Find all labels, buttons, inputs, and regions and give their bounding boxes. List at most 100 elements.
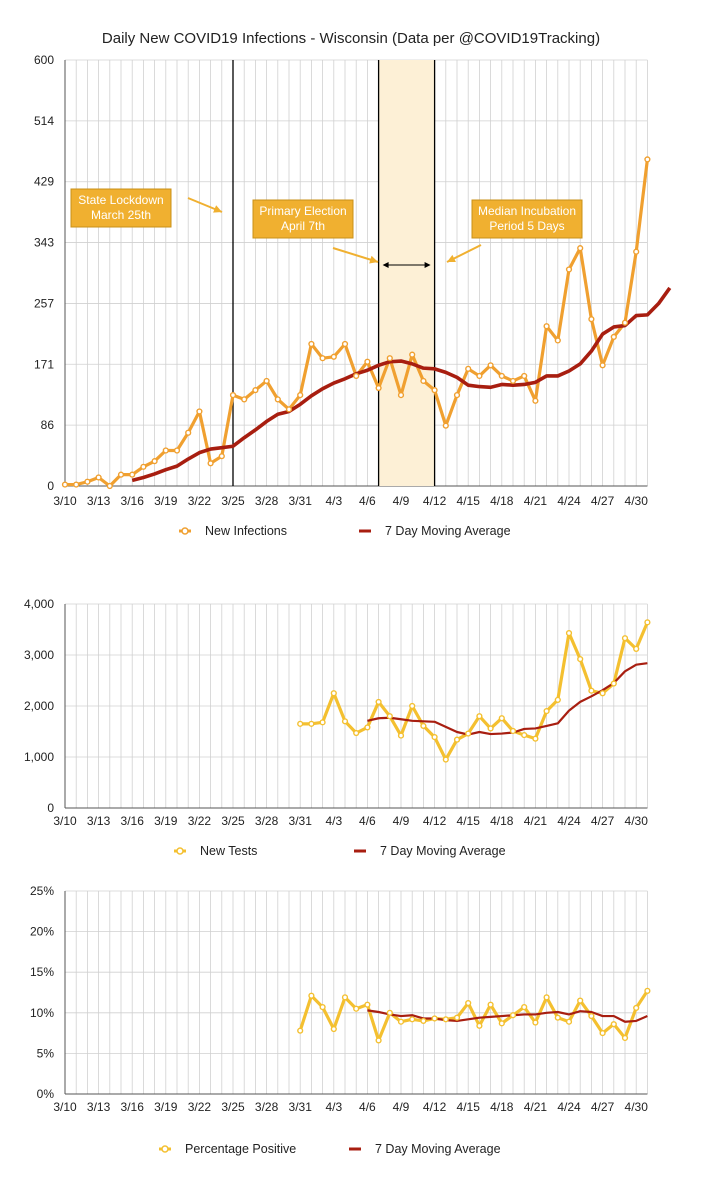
data-point bbox=[453, 1014, 461, 1021]
data-point bbox=[476, 372, 483, 380]
x-tick-label: 4/9 bbox=[393, 814, 410, 828]
data-point bbox=[543, 707, 550, 715]
data-point bbox=[386, 1009, 393, 1016]
y-tick-label: 1,000 bbox=[24, 750, 54, 764]
x-tick-label: 4/9 bbox=[393, 1100, 410, 1114]
data-point bbox=[521, 1004, 528, 1011]
legend-marker-main bbox=[161, 1145, 169, 1153]
data-point bbox=[117, 471, 125, 478]
annotation-text: State Lockdown bbox=[78, 193, 163, 207]
data-point bbox=[554, 337, 561, 344]
data-point bbox=[375, 1037, 382, 1044]
data-point bbox=[319, 1004, 326, 1011]
x-tick-label: 4/27 bbox=[591, 1100, 615, 1114]
data-point bbox=[129, 471, 136, 478]
x-tick-label: 3/16 bbox=[121, 1100, 145, 1114]
pointer-arrowhead-3 bbox=[447, 254, 456, 262]
x-tick-label: 4/12 bbox=[423, 1100, 447, 1114]
data-point bbox=[397, 732, 405, 739]
annotation-text: April 7th bbox=[281, 219, 325, 233]
x-tick-label: 4/18 bbox=[490, 494, 514, 508]
data-point bbox=[173, 447, 181, 454]
y-tick-label: 86 bbox=[41, 418, 55, 432]
y-tick-label: 429 bbox=[34, 175, 54, 189]
data-point bbox=[465, 365, 472, 372]
data-point bbox=[106, 482, 113, 490]
incubation-shaded-region bbox=[378, 60, 435, 486]
data-point bbox=[297, 1027, 304, 1034]
x-tick-label: 3/28 bbox=[255, 494, 279, 508]
data-point bbox=[532, 1019, 539, 1026]
data-point bbox=[341, 340, 349, 348]
data-point bbox=[487, 1001, 494, 1008]
x-tick-label: 3/25 bbox=[221, 1100, 245, 1114]
data-point bbox=[353, 729, 360, 737]
legend-marker-main bbox=[176, 847, 184, 855]
data-point bbox=[532, 397, 539, 404]
data-point bbox=[532, 735, 539, 742]
x-tick-label: 3/28 bbox=[255, 1100, 279, 1114]
annotation-text: March 25th bbox=[91, 208, 151, 222]
legend-label-average: 7 Day Moving Average bbox=[375, 1142, 501, 1156]
x-tick-label: 4/12 bbox=[423, 494, 447, 508]
data-point bbox=[241, 396, 248, 403]
pointer-arrowhead-2 bbox=[369, 255, 378, 264]
series-line-percentage-positive bbox=[298, 989, 649, 1043]
x-tick-label: 4/15 bbox=[457, 814, 481, 828]
data-point bbox=[252, 387, 259, 394]
y-tick-label: 25% bbox=[30, 884, 54, 898]
data-point bbox=[476, 1022, 483, 1029]
data-point bbox=[308, 720, 315, 727]
data-point bbox=[599, 1029, 606, 1037]
x-tick-label: 4/9 bbox=[393, 494, 410, 508]
x-tick-label: 4/18 bbox=[490, 1100, 514, 1114]
data-point bbox=[397, 392, 405, 399]
data-point bbox=[599, 362, 606, 369]
chart-panel-1: Daily New COVID19 Infections - Wisconsin… bbox=[34, 30, 672, 538]
x-tick-label: 3/25 bbox=[221, 494, 245, 508]
data-point bbox=[577, 997, 584, 1004]
data-point bbox=[487, 725, 494, 732]
data-point bbox=[151, 458, 158, 465]
data-point bbox=[319, 719, 326, 726]
x-tick-label: 3/10 bbox=[53, 1100, 77, 1114]
x-tick-label: 4/15 bbox=[457, 494, 481, 508]
x-tick-label: 3/25 bbox=[221, 814, 245, 828]
data-point bbox=[431, 387, 438, 394]
x-tick-label: 4/3 bbox=[325, 1100, 342, 1114]
data-point bbox=[218, 453, 225, 460]
data-point bbox=[633, 1004, 640, 1012]
annotation-median-incubation bbox=[471, 199, 583, 239]
x-tick-label: 4/6 bbox=[359, 1100, 376, 1114]
x-tick-label: 4/27 bbox=[591, 494, 615, 508]
series-line-7-day-moving-average bbox=[131, 286, 672, 483]
x-tick-label: 3/10 bbox=[53, 814, 77, 828]
x-tick-label: 3/31 bbox=[289, 814, 313, 828]
y-tick-label: 5% bbox=[37, 1046, 55, 1060]
data-point bbox=[565, 629, 573, 637]
data-point bbox=[644, 987, 651, 994]
data-point bbox=[565, 1018, 573, 1025]
data-point bbox=[95, 474, 102, 481]
chart-panel-2: 0 1,000 2,000 3,000 4,000 3/10 3/13 3/16 3/19 3/2… bbox=[24, 597, 651, 858]
data-point bbox=[588, 316, 595, 323]
x-tick-label: 4/30 bbox=[625, 1100, 649, 1114]
data-point bbox=[543, 323, 550, 330]
x-tick-label: 4/6 bbox=[359, 814, 376, 828]
data-point bbox=[621, 635, 629, 642]
y-tick-label: 0% bbox=[37, 1087, 55, 1101]
data-point bbox=[140, 463, 147, 470]
x-tick-label: 3/16 bbox=[121, 494, 145, 508]
data-point bbox=[263, 377, 270, 385]
y-tick-label: 4,000 bbox=[24, 597, 54, 611]
x-tick-label: 4/21 bbox=[524, 494, 548, 508]
data-point bbox=[73, 481, 80, 488]
data-point bbox=[353, 372, 360, 380]
y-tick-label: 0 bbox=[47, 801, 54, 815]
annotation-text: Period 5 Days bbox=[489, 219, 564, 233]
data-point bbox=[498, 372, 505, 380]
x-tick-label: 4/21 bbox=[524, 814, 548, 828]
x-tick-label: 3/22 bbox=[188, 494, 212, 508]
arrowhead-right bbox=[424, 262, 431, 268]
data-point bbox=[465, 999, 472, 1007]
